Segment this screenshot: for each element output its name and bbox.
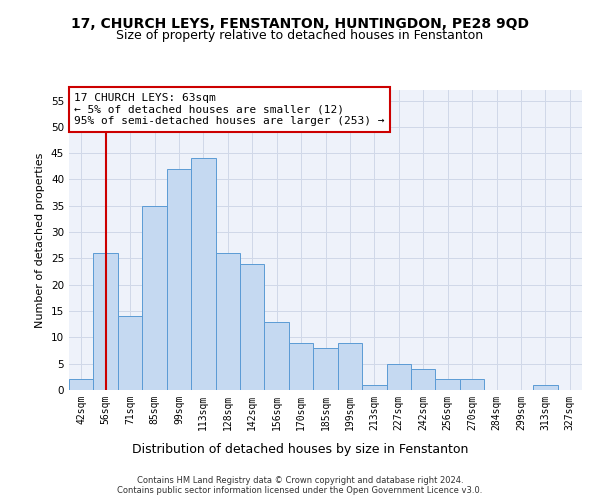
Bar (289, 342, 313, 390)
Text: 17 CHURCH LEYS: 63sqm
← 5% of detached houses are smaller (12)
95% of semi-detac: 17 CHURCH LEYS: 63sqm ← 5% of detached h… (74, 93, 385, 126)
Text: Contains HM Land Registry data © Crown copyright and database right 2024.: Contains HM Land Registry data © Crown c… (137, 476, 463, 485)
Y-axis label: Number of detached properties: Number of detached properties (35, 152, 46, 328)
Text: 17, CHURCH LEYS, FENSTANTON, HUNTINGDON, PE28 9QD: 17, CHURCH LEYS, FENSTANTON, HUNTINGDON,… (71, 18, 529, 32)
Text: Distribution of detached houses by size in Fenstanton: Distribution of detached houses by size … (132, 442, 468, 456)
Text: Size of property relative to detached houses in Fenstanton: Size of property relative to detached ho… (116, 29, 484, 42)
Bar (69, 380, 94, 390)
Bar (142, 206, 167, 390)
Bar (118, 316, 142, 390)
Bar (215, 253, 240, 390)
Bar (436, 380, 460, 390)
Bar (386, 364, 411, 390)
Bar (533, 384, 557, 390)
Bar (362, 384, 386, 390)
Bar (460, 380, 484, 390)
Bar (313, 348, 338, 390)
Bar (338, 342, 362, 390)
Bar (240, 264, 265, 390)
Text: Contains public sector information licensed under the Open Government Licence v3: Contains public sector information licen… (118, 486, 482, 495)
Bar (411, 369, 436, 390)
Bar (265, 322, 289, 390)
Bar (167, 169, 191, 390)
Bar (94, 253, 118, 390)
Bar (191, 158, 215, 390)
